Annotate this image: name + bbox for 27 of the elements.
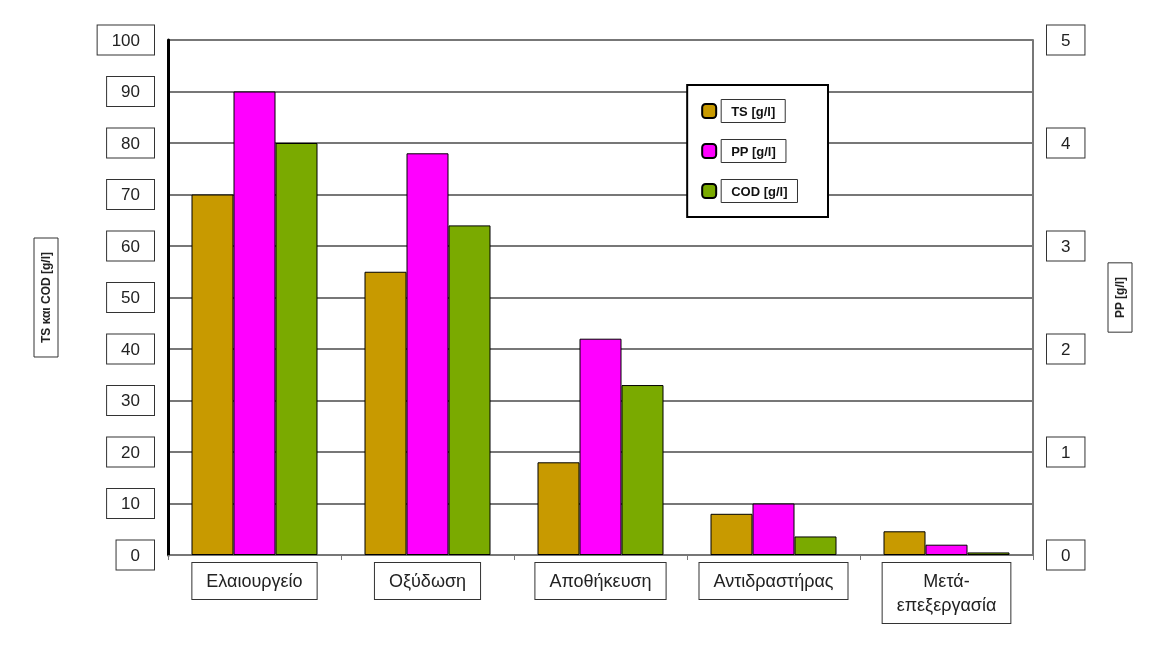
y-tick-label: 20 [121,442,140,462]
y-tick-label: 90 [121,82,140,101]
y-tick-label: 100 [111,30,140,50]
legend-label: TS [g/l] [731,103,776,119]
y2-tick-label: 5 [1061,30,1071,50]
y-tick-label: 30 [121,391,140,410]
y2-tick-label: 2 [1061,339,1071,359]
y-tick-label: 70 [121,185,140,204]
y2-tick-label: 0 [1061,545,1071,565]
x-tick-label: Οξύδωση [388,571,467,591]
y-tick-label: 40 [121,339,140,359]
x-tick-label: Αποθήκευση [549,571,652,591]
y2-tick-label: 3 [1061,236,1071,256]
legend-label: COD [g/l] [731,183,788,199]
y2-tick-label: 1 [1061,442,1071,462]
y2-tick-label: 4 [1061,133,1071,153]
x-tick-label: Μετά- επεξεργασία [896,571,997,615]
y-tick-label: 10 [121,494,140,513]
y-tick-label: 0 [130,545,140,565]
y-tick-label: 60 [121,236,140,256]
y-axis-title: TS και COD [g/l] [39,252,53,343]
y2-axis-title: PP [g/l] [1113,276,1127,319]
x-tick-label: Ελαιουργείο [206,571,303,591]
y-tick-label: 80 [121,133,140,153]
x-tick-label: Αντιδραστήρας [713,571,834,591]
y-tick-label: 50 [121,288,140,307]
legend-label: PP [g/l] [731,143,776,159]
